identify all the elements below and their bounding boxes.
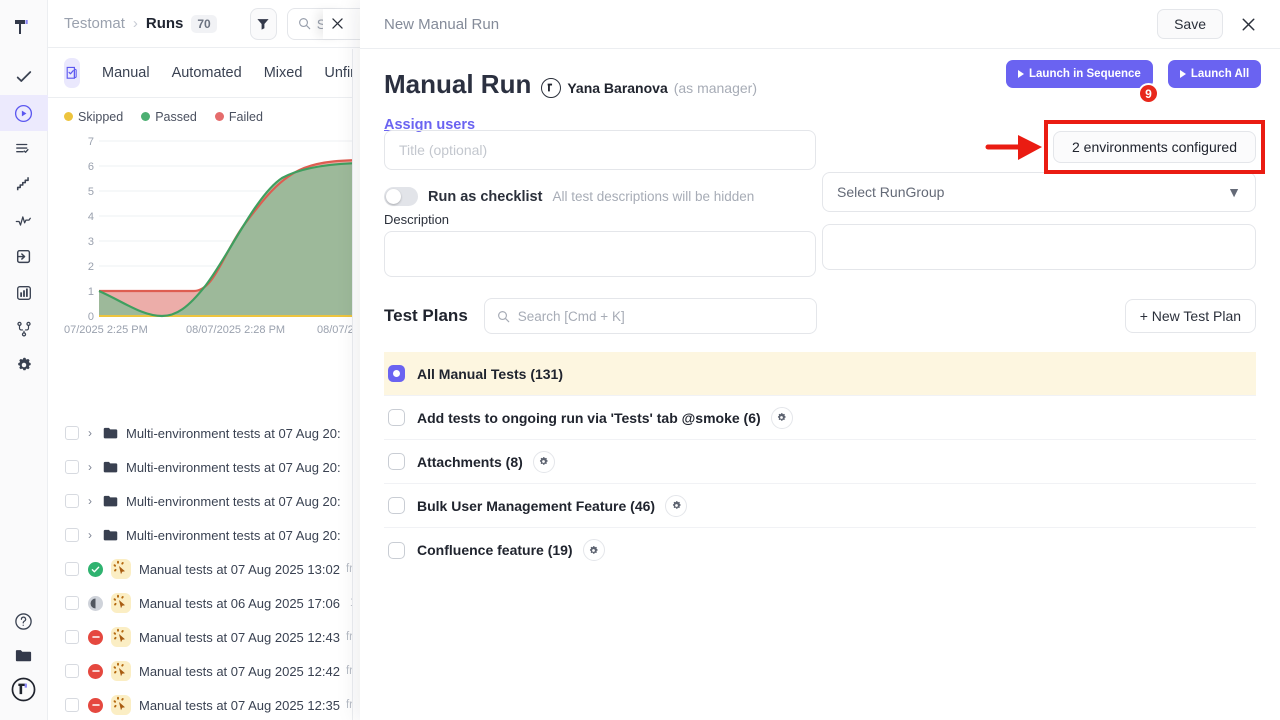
svg-text:07/2025 2:25 PM: 07/2025 2:25 PM	[64, 324, 148, 336]
svg-text:08/07/2025 2:28 PM: 08/07/2025 2:28 PM	[186, 324, 285, 336]
svg-text:6: 6	[88, 161, 94, 173]
svg-text:2: 2	[88, 261, 94, 273]
svg-text:1: 1	[88, 286, 94, 298]
svg-text:4: 4	[88, 211, 94, 223]
svg-text:5: 5	[88, 186, 94, 198]
svg-text:0: 0	[88, 311, 94, 323]
svg-text:3: 3	[88, 236, 94, 248]
svg-text:7: 7	[88, 136, 94, 148]
svg-text:08/07/2025 2: 08/07/2025 2	[317, 324, 353, 336]
